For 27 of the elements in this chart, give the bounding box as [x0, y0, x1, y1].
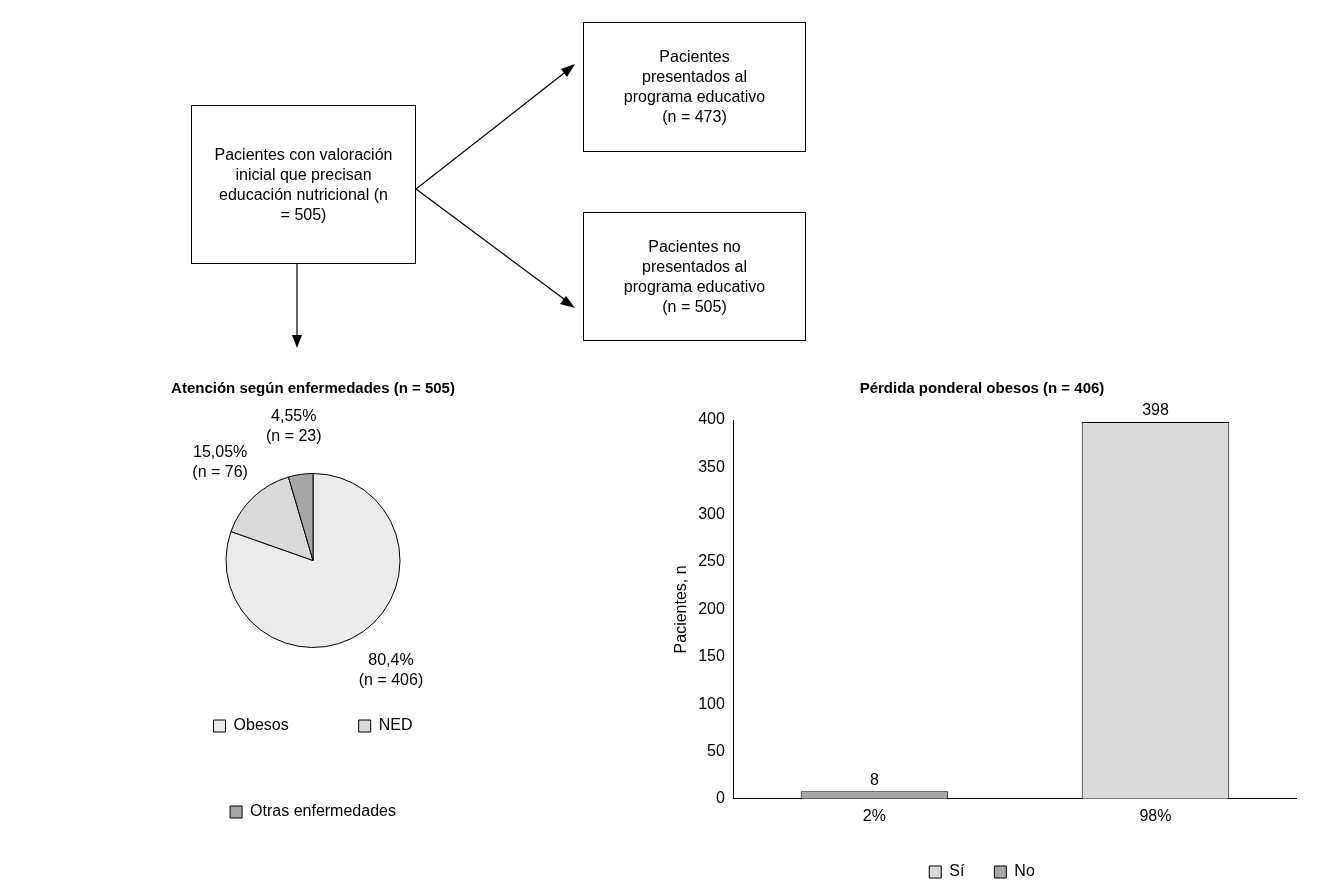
x-tick-label: 2%: [862, 806, 886, 824]
y-tick-label: 0: [715, 789, 725, 807]
x-tick-label: 98%: [1139, 806, 1172, 824]
legend-label: Otras enfermedades: [250, 802, 396, 820]
y-tick-label: 350: [698, 457, 725, 475]
legend-label: No: [1014, 862, 1035, 880]
data-label: 8: [869, 770, 879, 788]
chart-title: Atención según enfermedades (n = 505): [171, 379, 455, 397]
text: Pacientes presentados al programa educativo (n = 473): [622, 47, 767, 127]
legend-label: NED: [378, 716, 413, 734]
legend-label: Obesos: [233, 716, 289, 734]
data-label: 4,55% (n = 23): [265, 407, 322, 445]
y-tick-label: 300: [698, 505, 725, 523]
y-tick-label: 150: [698, 647, 725, 665]
y-tick-label: 100: [698, 694, 725, 712]
data-label: 398: [1142, 401, 1169, 419]
y-tick-label: 200: [698, 599, 725, 617]
y-axis-title: Pacientes, n: [672, 565, 690, 654]
data-label: 15,05% (n = 76): [192, 442, 248, 480]
legend-label: Sí: [949, 862, 965, 880]
y-tick-label: 50: [707, 741, 725, 759]
chart-title: Pérdida ponderal obesos (n = 406): [859, 379, 1105, 397]
text: Pacientes con valoración inicial que precisan educación nutricional (n = 505): [214, 144, 393, 225]
y-tick-label: 400: [698, 410, 725, 428]
data-label: 80,4% (n = 406): [358, 651, 424, 689]
y-tick-label: 250: [698, 552, 725, 570]
text: Pacientes no presentados al programa educativo (n = 505): [622, 236, 767, 317]
